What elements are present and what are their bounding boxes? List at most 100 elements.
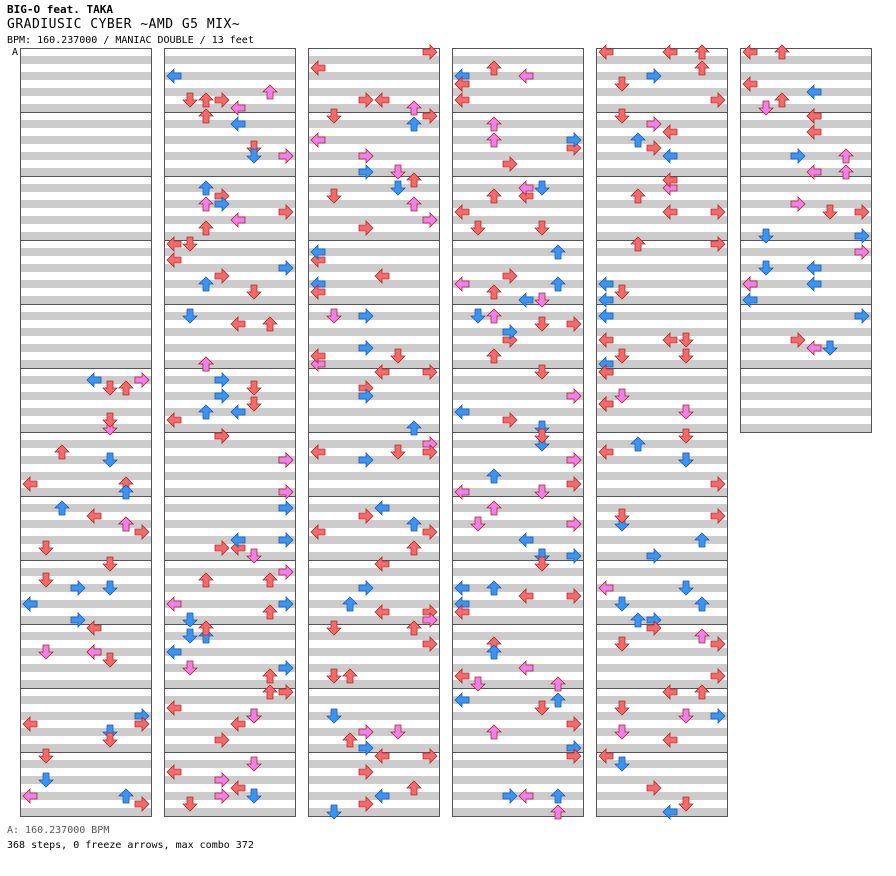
step-arrow-r: [566, 132, 582, 148]
step-arrow-l: [806, 276, 822, 292]
step-arrow-r: [854, 308, 870, 324]
step-arrow-l: [374, 788, 390, 804]
step-arrow-r: [854, 228, 870, 244]
step-arrow-r: [358, 508, 374, 524]
step-arrow-l: [518, 532, 534, 548]
step-arrow-u: [550, 676, 566, 692]
step-arrow-u: [486, 188, 502, 204]
step-arrow-r: [278, 532, 294, 548]
step-arrow-u: [198, 180, 214, 196]
step-arrow-l: [598, 308, 614, 324]
step-arrow-d: [822, 340, 838, 356]
step-arrow-u: [198, 572, 214, 588]
step-arrow-l: [598, 580, 614, 596]
measure: [20, 48, 152, 113]
step-arrow-d: [614, 636, 630, 652]
step-arrow-u: [406, 196, 422, 212]
step-arrow-l: [806, 164, 822, 180]
step-arrow-l: [166, 644, 182, 660]
measure: [20, 624, 152, 689]
step-arrow-r: [502, 156, 518, 172]
step-arrow-d: [326, 308, 342, 324]
step-arrow-d: [102, 724, 118, 740]
measure: [452, 432, 584, 497]
measure: [20, 176, 152, 241]
section-marker: A: [12, 47, 19, 58]
step-arrow-r: [214, 788, 230, 804]
measure: [308, 240, 440, 305]
step-arrow-u: [550, 804, 566, 820]
step-arrow-l: [230, 212, 246, 228]
step-arrow-r: [566, 516, 582, 532]
step-arrow-u: [694, 60, 710, 76]
step-arrow-l: [454, 604, 470, 620]
measure: [20, 432, 152, 497]
step-arrow-r: [214, 540, 230, 556]
measure: [164, 48, 296, 113]
step-arrow-d: [246, 756, 262, 772]
step-arrow-u: [406, 116, 422, 132]
step-arrow-d: [182, 628, 198, 644]
step-arrow-d: [102, 732, 118, 748]
step-arrow-d: [38, 748, 54, 764]
step-arrow-l: [166, 68, 182, 84]
step-arrow-r: [710, 668, 726, 684]
step-arrow-d: [614, 348, 630, 364]
step-arrow-u: [262, 316, 278, 332]
step-arrow-l: [518, 588, 534, 604]
step-arrow-l: [230, 780, 246, 796]
step-arrow-d: [246, 284, 262, 300]
step-arrow-l: [662, 44, 678, 60]
step-arrow-l: [166, 412, 182, 428]
step-arrow-l: [310, 284, 326, 300]
step-arrow-d: [182, 660, 198, 676]
measure: [20, 560, 152, 625]
step-arrow-d: [246, 140, 262, 156]
measure: [308, 624, 440, 689]
step-arrow-l: [230, 716, 246, 732]
step-arrow-u: [262, 572, 278, 588]
step-arrow-d: [38, 540, 54, 556]
measure: [452, 48, 584, 113]
step-arrow-r: [278, 260, 294, 276]
step-arrow-l: [166, 236, 182, 252]
step-arrow-r: [854, 244, 870, 260]
measure: [164, 496, 296, 561]
step-arrow-u: [262, 684, 278, 700]
step-arrow-d: [758, 100, 774, 116]
step-arrow-u: [198, 92, 214, 108]
step-arrow-u: [838, 148, 854, 164]
step-arrow-l: [374, 500, 390, 516]
step-arrow-r: [214, 92, 230, 108]
step-arrow-u: [630, 188, 646, 204]
step-arrow-r: [214, 732, 230, 748]
step-arrow-l: [230, 404, 246, 420]
step-arrow-r: [214, 268, 230, 284]
step-arrow-d: [678, 580, 694, 596]
step-arrow-u: [262, 604, 278, 620]
step-arrow-u: [198, 220, 214, 236]
measure: [740, 176, 872, 241]
measure: [452, 112, 584, 177]
step-arrow-l: [662, 804, 678, 820]
step-arrow-l: [662, 172, 678, 188]
step-arrow-r: [278, 484, 294, 500]
step-arrow-r: [358, 308, 374, 324]
step-arrow-d: [678, 452, 694, 468]
step-arrow-d: [326, 708, 342, 724]
step-arrow-d: [614, 724, 630, 740]
step-arrow-d: [534, 420, 550, 436]
step-arrow-d: [534, 364, 550, 380]
measure: [452, 368, 584, 433]
step-arrow-u: [486, 580, 502, 596]
step-arrow-d: [326, 188, 342, 204]
step-arrow-d: [182, 92, 198, 108]
step-arrow-l: [598, 748, 614, 764]
measure: [20, 304, 152, 369]
measure: [740, 304, 872, 369]
step-arrow-d: [614, 388, 630, 404]
step-arrow-d: [390, 164, 406, 180]
step-arrow-d: [614, 756, 630, 772]
step-arrow-d: [182, 612, 198, 628]
step-arrow-u: [406, 620, 422, 636]
